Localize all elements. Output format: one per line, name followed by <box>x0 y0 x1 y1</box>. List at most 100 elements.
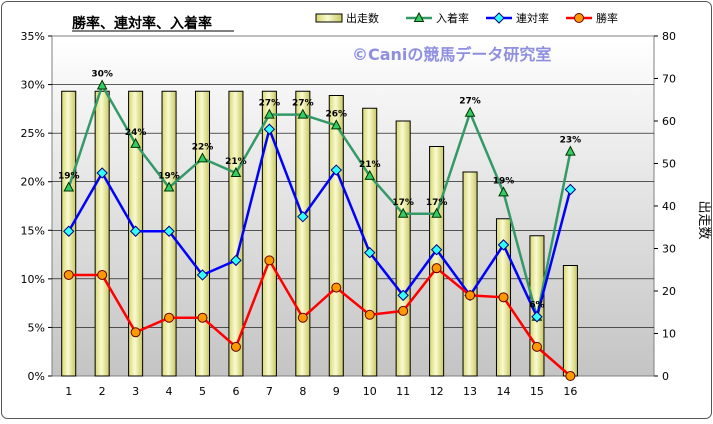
axes: 0% 5% 10% 15% 20% 25% 30% 35% 0 10 20 30 40 50 60 70 80 1… <box>21 30 676 398</box>
line-point <box>464 106 476 117</box>
data-label: 30% <box>91 70 113 80</box>
bar <box>94 90 110 377</box>
data-label: 23% <box>560 136 582 146</box>
y-right-tick-label: 30 <box>662 243 676 256</box>
x-tick-label: 1 <box>65 385 72 398</box>
bar <box>328 95 344 377</box>
line-point <box>330 164 342 176</box>
x-tick-label: 12 <box>430 385 444 398</box>
bar <box>395 120 411 377</box>
line-point <box>230 166 242 177</box>
x-tick-label: 7 <box>266 385 273 398</box>
data-label: 17% <box>426 198 448 208</box>
y-right-tick-label: 10 <box>662 328 676 341</box>
line-point <box>129 225 142 237</box>
line-point <box>297 210 309 223</box>
chart-title: 勝率、連対率、入着率 <box>72 15 212 32</box>
x-tick-label: 13 <box>463 385 477 398</box>
line-series-layer <box>63 79 577 381</box>
y-left-tick-label: 20% <box>21 176 45 189</box>
bar <box>362 107 378 377</box>
data-label: 27% <box>292 99 314 109</box>
legend: 出走数 入着率 連対率 勝率 <box>315 11 618 25</box>
bar <box>462 171 478 377</box>
y-right-tick-label: 50 <box>662 158 676 171</box>
line-point <box>565 145 576 156</box>
line-point <box>63 181 75 192</box>
x-tick-label: 2 <box>99 385 106 398</box>
data-label: 19% <box>158 172 180 182</box>
x-tick-label: 10 <box>363 385 377 398</box>
data-label: 19% <box>58 172 80 182</box>
x-tick-label: 9 <box>333 385 340 398</box>
bar <box>429 146 445 377</box>
x-tick-label: 11 <box>396 385 410 398</box>
bar <box>562 265 578 377</box>
line-point <box>63 269 74 280</box>
series-line <box>67 125 572 321</box>
data-label: 22% <box>192 142 214 152</box>
legend-label: 入着率 <box>436 11 469 25</box>
y-left-tick-label: 0% <box>28 370 45 383</box>
x-tick-label: 14 <box>497 385 511 398</box>
x-tick-label: 5 <box>199 385 206 398</box>
watermark: ©Caniの競馬データ研究室 <box>352 45 551 64</box>
x-tick-label: 6 <box>232 385 239 398</box>
line-point <box>263 123 276 135</box>
data-label: 17% <box>392 198 414 208</box>
data-label: 21% <box>225 157 247 167</box>
line-point <box>397 207 409 218</box>
series-line <box>67 82 572 318</box>
line-point <box>96 167 108 179</box>
data-label: 26% <box>326 109 348 119</box>
line-point <box>497 239 510 251</box>
line-point <box>96 79 108 90</box>
line-point <box>364 169 376 180</box>
line-point <box>498 186 509 197</box>
line-point <box>97 269 108 280</box>
line-point <box>431 263 442 274</box>
line-point <box>498 292 509 303</box>
plot-area <box>51 35 655 377</box>
y-right-tick-label: 80 <box>662 30 676 43</box>
x-tick-label: 8 <box>299 385 306 398</box>
data-label: 24% <box>125 128 147 138</box>
line-point <box>397 289 409 302</box>
data-label: 27% <box>259 99 281 109</box>
line-point <box>264 108 275 119</box>
line-point <box>531 311 543 323</box>
line-point <box>197 152 208 163</box>
data-label: 6% <box>529 301 544 311</box>
line-point <box>130 137 141 148</box>
y-right-axis-label: 出走数 <box>696 200 711 239</box>
x-tick-label: 15 <box>530 385 544 398</box>
line-point <box>331 282 342 293</box>
y-right-tick-label: 20 <box>662 285 676 298</box>
y-left-tick-label: 5% <box>28 321 45 334</box>
line-point <box>297 312 308 323</box>
legend-label: 出走数 <box>346 11 379 25</box>
line-point <box>197 312 208 323</box>
y-left-tick-label: 30% <box>21 79 45 92</box>
line-point <box>431 207 442 218</box>
y-right-tick-label: 60 <box>662 115 676 128</box>
line-point <box>564 183 577 196</box>
line-point <box>63 225 75 237</box>
y-left-tick-label: 15% <box>21 224 45 237</box>
line-point <box>164 312 175 323</box>
legend-label: 連対率 <box>516 11 549 25</box>
line-point <box>413 11 425 22</box>
y-right-tick-label: 70 <box>662 73 676 86</box>
line-point <box>230 341 241 352</box>
line-point <box>130 327 141 338</box>
bar <box>261 90 277 377</box>
x-tick-label: 3 <box>132 385 139 398</box>
bar-series-starts <box>61 90 578 377</box>
series-line <box>68 257 572 377</box>
data-labels: 19% 30% 24% 19% 22% 21% 27% 27% 26% 21% 17% 17% 27% 1… <box>58 70 581 311</box>
line-point <box>398 305 409 316</box>
legend-swatch-bar <box>315 13 343 23</box>
y-right-tick-label: 40 <box>662 200 676 213</box>
